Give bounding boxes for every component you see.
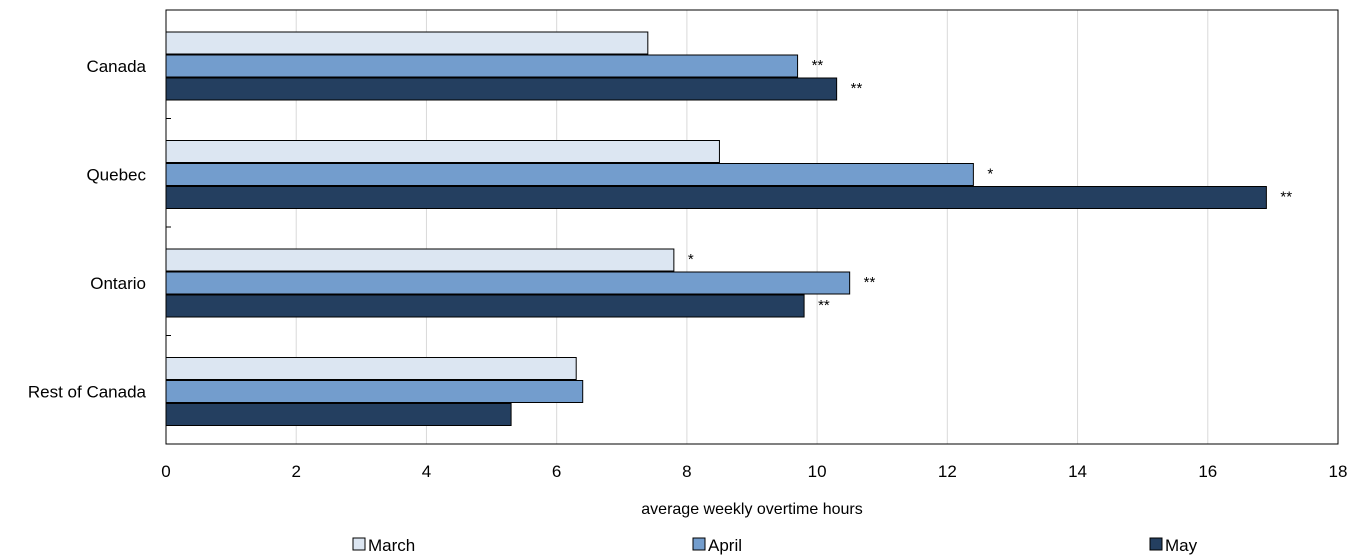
bar-may-ontario	[165, 294, 805, 318]
category-label: Canada	[86, 57, 146, 76]
legend-item-march: March	[352, 536, 415, 555]
legend-swatch	[692, 537, 706, 551]
bar-march-ontario	[165, 248, 675, 272]
legend-label: April	[708, 536, 742, 555]
x-tick-label: 2	[291, 462, 300, 481]
x-tick-label: 12	[938, 462, 957, 481]
significance-marker: **	[864, 274, 876, 291]
significance-marker: **	[818, 297, 830, 314]
significance-labels: ************	[688, 57, 1292, 314]
bar-may-canada	[165, 77, 838, 101]
x-tick-label: 6	[552, 462, 561, 481]
bar-march-quebec	[165, 140, 720, 163]
category-label: Ontario	[90, 274, 146, 293]
axes	[165, 9, 1339, 445]
x-tick-label: 8	[682, 462, 691, 481]
x-tick-label: 4	[422, 462, 431, 481]
legend-label: May	[1165, 536, 1198, 555]
bar-april-quebec	[165, 163, 974, 186]
bar-march-rest-of-canada	[165, 357, 577, 380]
significance-marker: **	[851, 80, 863, 97]
x-tick-labels: 0 2 4 6 8 10 12 14 16 18	[161, 462, 1347, 481]
x-tick-label: 14	[1068, 462, 1087, 481]
x-tick-label: 16	[1198, 462, 1217, 481]
category-label: Quebec	[86, 166, 146, 185]
bar-april-ontario	[165, 271, 851, 295]
category-label: Rest of Canada	[28, 383, 147, 402]
bar-may-quebec	[165, 186, 1267, 209]
legend-item-april: April	[692, 536, 742, 555]
significance-marker: **	[1280, 189, 1292, 206]
x-tick-label: 0	[161, 462, 170, 481]
bar-april-rest-of-canada	[165, 380, 584, 403]
x-tick-label: 18	[1329, 462, 1348, 481]
legend-label: March	[368, 536, 415, 555]
significance-marker: **	[812, 57, 824, 74]
bars	[165, 31, 1267, 426]
bar-march-canada	[165, 31, 649, 55]
bar-april-canada	[165, 54, 799, 78]
bar-may-rest-of-canada	[165, 403, 512, 426]
legend: March April May	[352, 536, 1198, 555]
significance-marker: *	[688, 251, 694, 268]
x-axis-title: average weekly overtime hours	[641, 501, 862, 518]
legend-swatch	[352, 537, 366, 551]
legend-swatch	[1149, 537, 1163, 551]
x-tick-label: 10	[808, 462, 827, 481]
significance-marker: *	[987, 166, 993, 183]
legend-item-may: May	[1149, 536, 1198, 555]
category-labels: Canada Quebec Ontario Rest of Canada	[28, 57, 147, 402]
